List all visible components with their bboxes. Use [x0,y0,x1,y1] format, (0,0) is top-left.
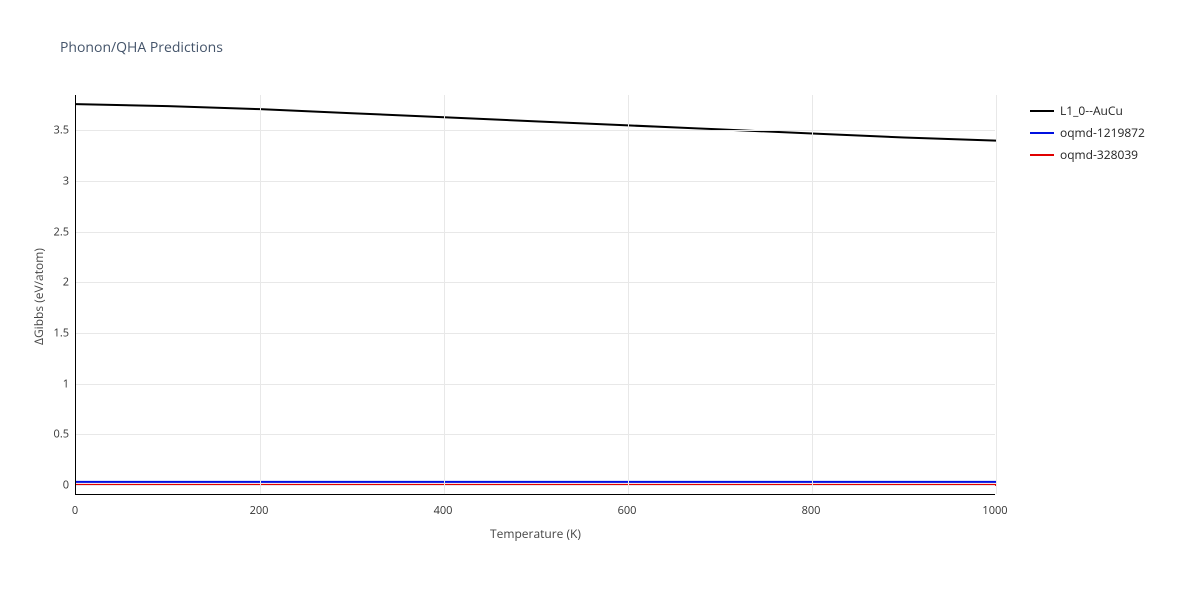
chart-container: Phonon/QHA Predictions Temperature (K) Δ… [0,0,1200,600]
gridline-horizontal [76,232,995,233]
y-tick-label: 3 [45,174,69,189]
gridline-horizontal [76,333,995,334]
legend-label: oqmd-328039 [1060,146,1138,163]
gridline-horizontal [76,485,995,486]
chart-title: Phonon/QHA Predictions [60,38,223,57]
x-tick-label: 1000 [982,503,1007,518]
legend-swatch [1030,132,1054,134]
y-tick-label: 0 [45,477,69,492]
y-tick-label: 1 [45,376,69,391]
x-tick-label: 200 [250,503,269,518]
x-tick-label: 600 [618,503,637,518]
y-tick-label: 2 [45,275,69,290]
plot-area [75,95,995,495]
x-tick-label: 0 [72,503,78,518]
legend-label: oqmd-1219872 [1060,124,1145,141]
y-tick-label: 3.5 [45,123,69,138]
y-tick-label: 0.5 [45,427,69,442]
legend-item[interactable]: oqmd-328039 [1030,146,1145,163]
legend-item[interactable]: oqmd-1219872 [1030,124,1145,141]
legend-swatch [1030,154,1054,156]
legend-swatch [1030,110,1054,112]
gridline-horizontal [76,181,995,182]
chart-legend: L1_0--AuCu oqmd-1219872 oqmd-328039 [1030,102,1145,168]
x-axis-label: Temperature (K) [490,525,581,542]
gridline-horizontal [76,130,995,131]
gridline-horizontal [76,384,995,385]
gridline-horizontal [76,282,995,283]
y-tick-label: 2.5 [45,224,69,239]
legend-item[interactable]: L1_0--AuCu [1030,102,1145,119]
legend-label: L1_0--AuCu [1060,102,1123,119]
gridline-horizontal [76,434,995,435]
gridline-vertical [996,95,997,494]
x-tick-label: 400 [434,503,453,518]
y-tick-label: 1.5 [45,325,69,340]
x-tick-label: 800 [802,503,821,518]
series-line [76,104,996,140]
